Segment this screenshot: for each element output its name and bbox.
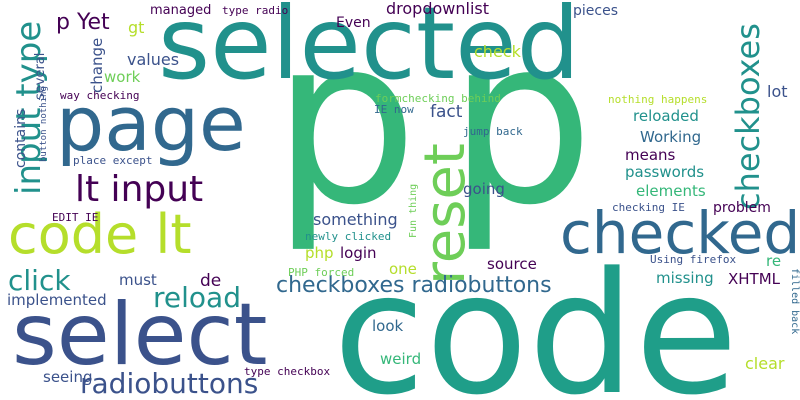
word-php: php	[305, 244, 334, 262]
word-p-large-left: p	[272, 0, 418, 256]
word-button-nothing: button nothing	[39, 86, 49, 162]
word-contains: contains	[13, 108, 29, 168]
word-page: page	[56, 79, 246, 168]
word-filled-back: filled back	[789, 268, 800, 335]
word-even: Even	[336, 15, 371, 31]
word-ie-now: IE now	[374, 103, 414, 116]
word-newly-clicked: newly clicked	[305, 230, 392, 243]
word-jump-back: jump back	[463, 125, 523, 138]
word-check: check	[474, 42, 521, 61]
word-edit-ie: EDIT IE	[52, 211, 99, 224]
word-dropdownlist: dropdownlist	[386, 0, 489, 18]
word-checking-ie: checking IE	[612, 201, 685, 214]
word-clear: clear	[745, 354, 785, 373]
word-implemented: implemented	[7, 291, 107, 309]
word-way-checking: way checking	[60, 89, 140, 102]
word-formchecking-behind: formchecking behind	[375, 92, 501, 105]
word-pieces: pieces	[573, 3, 618, 19]
word-code-large: code	[333, 236, 739, 400]
word-checkboxes-vertical: checkboxes	[729, 23, 767, 210]
word-radiobuttons: radiobuttons	[80, 367, 259, 400]
word-change: change	[88, 37, 106, 93]
word-reloaded: reloaded	[633, 107, 699, 125]
word-fact: fact	[430, 102, 463, 122]
word-must: must	[119, 271, 157, 289]
word-look: look	[372, 317, 404, 335]
word-gt: gt	[128, 18, 145, 37]
word-select: select	[12, 285, 268, 385]
word-problem: problem	[713, 200, 771, 216]
word-p-large-right: p	[448, 0, 594, 256]
word-work: work	[104, 68, 141, 86]
word-managed: managed	[150, 3, 212, 18]
word-de: de	[200, 271, 222, 291]
word-lot: lot	[767, 82, 788, 101]
word-code-lt: code lt	[8, 203, 192, 266]
word-passwords: passwords	[625, 163, 705, 181]
word-login: login	[340, 244, 377, 262]
word-fun-thing: Fun thing	[408, 183, 419, 238]
word-lt-input: lt input	[75, 169, 204, 210]
word-going: going	[463, 180, 505, 198]
word-nothing-happens: nothing happens	[608, 93, 708, 106]
word-checked: checked	[560, 199, 800, 267]
word-seeing: seeing	[43, 368, 93, 386]
word-something: something	[313, 210, 398, 229]
word-type-checkbox: type checkbox	[244, 365, 331, 378]
word-source: source	[487, 255, 537, 273]
word-missing: missing	[656, 269, 714, 287]
word-selected: selected	[158, 0, 581, 102]
word-place-except: place except	[73, 154, 153, 167]
word-using-firefox: Using firefox	[650, 253, 737, 266]
word-values: values	[127, 50, 180, 69]
word-one: one	[389, 260, 417, 278]
word-checkboxes-radiobuttons: checkboxes radiobuttons	[276, 273, 552, 298]
word-working: Working	[640, 128, 702, 146]
word-weird: weird	[380, 350, 422, 368]
word-click: click	[8, 264, 71, 297]
word-reload: reload	[153, 281, 241, 314]
word-xhtml: XHTML	[728, 270, 781, 288]
word-type-radio: type radio	[222, 4, 289, 17]
word-elements: elements	[636, 182, 706, 200]
word-php-forced: PHP forced	[288, 266, 355, 279]
word-p-yet: p Yet	[56, 10, 110, 35]
word-re: re	[766, 252, 782, 270]
word-reset: reset	[413, 143, 478, 285]
word-means: means	[625, 146, 676, 164]
